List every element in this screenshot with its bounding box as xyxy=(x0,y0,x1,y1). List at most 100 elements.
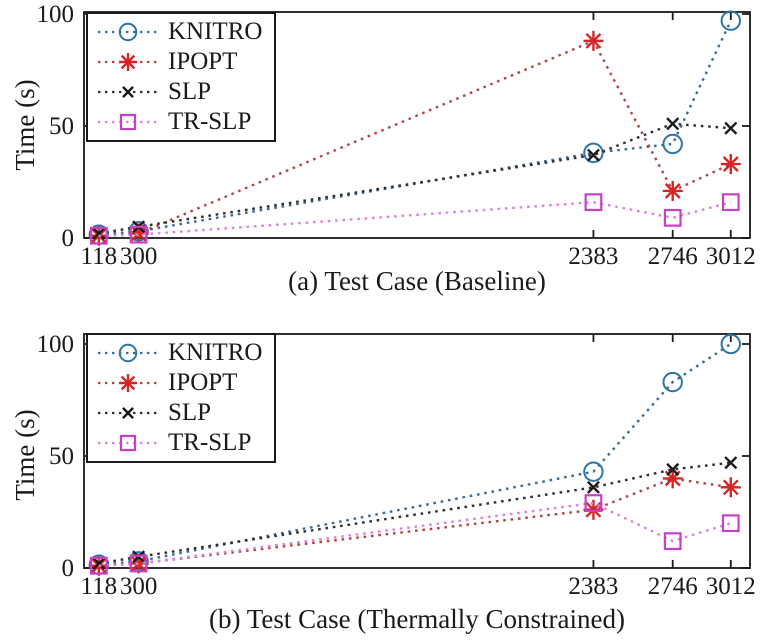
legend-sample-icon xyxy=(98,343,158,363)
trslp-square-marker-icon xyxy=(96,430,160,456)
series-line xyxy=(98,342,732,566)
plot-area-baseline: 118 300 2383 2746 3012 0 50 100 xyxy=(37,1,756,270)
square-marker-icon xyxy=(129,554,148,573)
circle-marker-icon xyxy=(662,371,683,393)
plot-box xyxy=(83,11,751,239)
x-marker-icon xyxy=(122,407,134,419)
circle-marker-icon xyxy=(583,142,604,164)
legend-sample-icon xyxy=(98,407,158,419)
plot-area-thermally-constrained: 118 300 2383 2746 3012 0 50 100 xyxy=(37,331,756,600)
knitro-circle-marker-icon xyxy=(96,340,160,366)
circle-marker-icon xyxy=(720,333,741,355)
legend-item-trslp: TR-SLP xyxy=(96,107,262,137)
chart-thermally-constrained: 118 300 2383 2746 3012 0 50 100 Time (s) KNITRO… xyxy=(0,330,765,641)
plot-box xyxy=(83,333,751,569)
legend-label: SLP xyxy=(168,78,212,105)
legend-label: TR-SLP xyxy=(168,108,252,135)
x-tick-label: 2383 xyxy=(568,243,618,270)
square-marker-icon xyxy=(584,494,603,512)
y-axis-label: Time (s) xyxy=(10,409,40,501)
legend-sample-icon xyxy=(98,86,158,98)
x-tick-label: 300 xyxy=(120,573,158,600)
asterisk-marker-icon xyxy=(662,180,683,201)
x-marker-icon xyxy=(666,117,680,131)
circle-marker-icon xyxy=(118,22,138,42)
x-marker-icon xyxy=(122,86,134,98)
legend-item-slp: SLP xyxy=(96,77,262,107)
square-marker-icon xyxy=(663,208,682,227)
caption-baseline: (a) Test Case (Baseline) xyxy=(288,266,546,296)
y-tick-label: 50 xyxy=(49,443,74,470)
knitro-circle-marker-icon xyxy=(96,19,160,45)
legend-sample-icon xyxy=(98,22,158,42)
legend-item-ipopt: IPOPT xyxy=(96,368,262,398)
square-marker-icon xyxy=(721,514,740,533)
y-tick-label: 0 xyxy=(62,555,75,582)
slp-x-marker-icon xyxy=(96,400,160,426)
series-slp xyxy=(92,117,738,241)
legend-item-ipopt: IPOPT xyxy=(96,47,262,77)
y-axis-label: Time (s) xyxy=(10,79,40,171)
legend: KNITRO IPOPT SLP TR-SLP xyxy=(86,12,277,142)
x-tick-label: 3012 xyxy=(706,573,756,600)
y-tick-label: 50 xyxy=(49,113,74,140)
series-knitro xyxy=(88,333,741,575)
x-tick-label: 118 xyxy=(81,573,118,600)
trslp-square-marker-icon xyxy=(96,109,160,135)
asterisk-marker-icon xyxy=(720,154,741,175)
circle-marker-icon xyxy=(583,461,604,482)
circle-marker-icon xyxy=(720,10,741,31)
legend-label: TR-SLP xyxy=(168,429,252,456)
series-ipopt xyxy=(88,468,741,576)
square-marker-icon xyxy=(584,193,603,212)
x-marker-icon xyxy=(586,480,600,494)
asterisk-marker-icon xyxy=(119,374,137,392)
square-marker-icon xyxy=(129,225,148,244)
slp-x-marker-icon xyxy=(96,79,160,105)
x-marker-icon xyxy=(586,148,600,162)
legend-sample-icon xyxy=(98,374,158,392)
x-tick-label: 3012 xyxy=(706,243,756,270)
legend-label: KNITRO xyxy=(168,18,263,45)
circle-marker-icon xyxy=(118,343,138,363)
legend-sample-icon xyxy=(98,113,158,131)
legend-item-knitro: KNITRO xyxy=(96,338,262,368)
series-tr-slp xyxy=(89,193,740,245)
legend-label: SLP xyxy=(168,399,212,426)
series-line xyxy=(98,477,731,567)
square-marker-icon xyxy=(721,193,740,212)
caption-thermally-constrained: (b) Test Case (Thermally Constrained) xyxy=(209,604,625,634)
legend-item-slp: SLP xyxy=(96,398,262,428)
asterisk-marker-icon xyxy=(720,477,741,498)
x-tick-label: 2746 xyxy=(648,243,698,270)
legend-label: IPOPT xyxy=(168,369,238,396)
y-tick-label: 100 xyxy=(37,1,75,28)
chart-baseline: 118 300 2383 2746 3012 0 50 100 Time (s) KNITRO… xyxy=(10,1,756,296)
x-marker-icon xyxy=(92,557,106,571)
legend-item-knitro: KNITRO xyxy=(96,17,262,47)
ipopt-asterisk-marker-icon xyxy=(96,49,160,75)
ipopt-asterisk-marker-icon xyxy=(96,370,160,396)
legend-sample-icon xyxy=(98,434,158,452)
circle-marker-icon xyxy=(662,133,683,155)
x-tick-label: 118 xyxy=(81,243,118,270)
y-tick-label: 100 xyxy=(37,331,75,358)
x-marker-icon xyxy=(724,121,738,135)
asterisk-marker-icon xyxy=(119,53,137,71)
legend-item-trslp: TR-SLP xyxy=(96,428,262,458)
y-tick-label: 0 xyxy=(62,225,75,252)
square-marker-icon xyxy=(119,113,137,131)
series-line xyxy=(98,501,732,567)
series-line xyxy=(98,200,732,237)
series-tr-slp xyxy=(89,494,740,575)
square-marker-icon xyxy=(663,532,682,551)
asterisk-marker-icon xyxy=(583,30,604,51)
legend-sample-icon xyxy=(98,53,158,71)
x-tick-label: 2383 xyxy=(568,573,618,600)
series-line xyxy=(98,461,731,565)
x-tick-label: 300 xyxy=(120,243,158,270)
square-marker-icon xyxy=(119,434,137,452)
square-marker-icon xyxy=(89,556,108,575)
series-slp xyxy=(92,456,738,571)
